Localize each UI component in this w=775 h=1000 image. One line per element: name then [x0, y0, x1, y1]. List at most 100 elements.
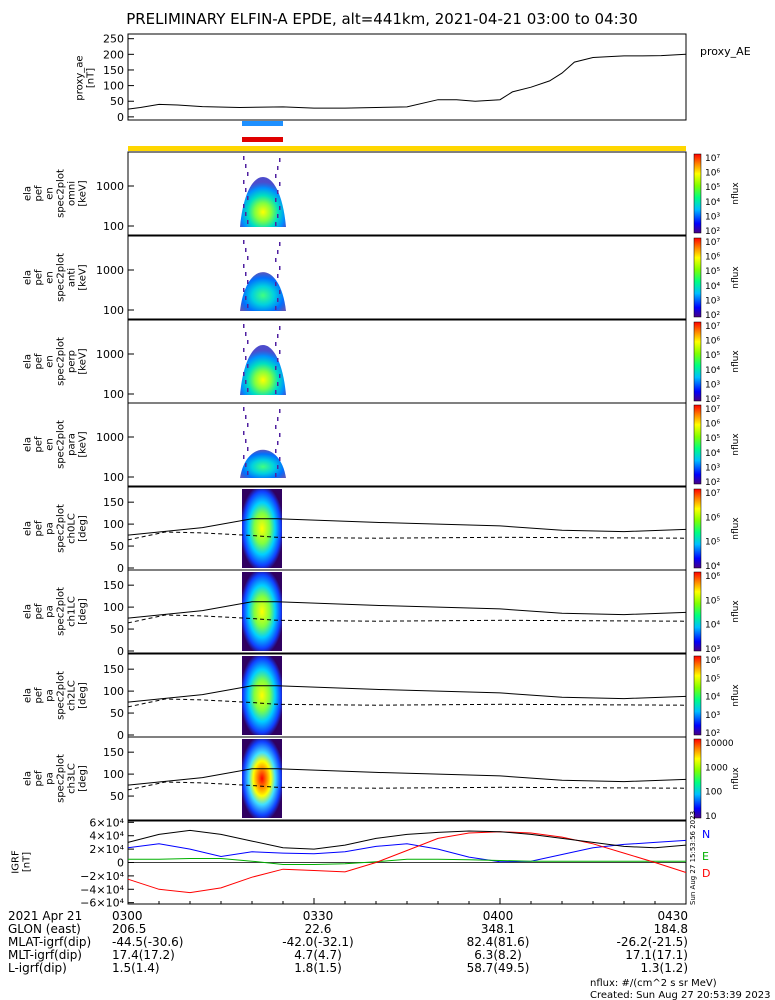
ae-series-line [127, 53, 687, 110]
panel-ylabel-word: pa [45, 522, 56, 534]
loss-cone-line [127, 685, 687, 703]
sparse-pixel [243, 288, 245, 292]
sparse-pixel [275, 425, 277, 429]
colorbar-tick-label: 10⁶ [705, 337, 720, 347]
sparse-pixel [247, 364, 249, 368]
sparse-pixel [247, 280, 249, 284]
sparse-pixel [245, 188, 247, 192]
pa-tick-label: 50 [110, 623, 124, 636]
sparse-pixel [247, 340, 249, 344]
panel-ylabel-word: pef [34, 770, 45, 787]
panel-ylabel-word: spec2plot [56, 754, 67, 803]
panel-ylabel-word: ela [23, 521, 34, 536]
sparse-pixel [247, 388, 249, 392]
igrf-series-E [128, 858, 686, 865]
sparse-pixel [243, 372, 245, 376]
panel-ylabel-word: spec2plot [56, 671, 67, 720]
axis-row-label: GLON (east) [8, 922, 81, 936]
colorbar-tick-label: 10⁵ [705, 183, 720, 193]
sparse-pixel [279, 409, 281, 413]
footer-units: nflux: #/(cm^2 s sr MeV) [590, 978, 717, 989]
ae-frame [127, 33, 687, 121]
sparse-pixel [277, 334, 279, 338]
ae-tick-label: 150 [103, 64, 124, 77]
panel-ylabel-word: pef [34, 603, 45, 620]
colorbar-tick-label: 10⁴ [705, 562, 720, 572]
sparse-pixel [277, 417, 279, 421]
yellow-coverage-bar [128, 146, 686, 151]
igrf-tick-label: −6×10⁴ [80, 897, 124, 910]
axis-cell-glon: 206.5 [112, 922, 146, 936]
energy-tick-label: 100 [103, 388, 124, 401]
sparse-pixel [243, 455, 245, 459]
panel-8: 150 100 50 ela pef pa spec2plot ch3LC [deg] 10000… [23, 736, 741, 822]
sparse-pixel [275, 282, 277, 286]
axis-cell-l: 1.8(1.5) [294, 961, 342, 975]
figure-title: PRELIMINARY ELFIN-A EPDE, alt=441km, 202… [126, 10, 638, 28]
sparse-pixel [245, 296, 247, 300]
colorbar-tick-label: 10² [705, 729, 720, 739]
colorbar-tick-label: 10⁵ [705, 351, 720, 361]
pa-blob [242, 489, 282, 568]
ae-tick-label: 50 [110, 95, 124, 108]
panel-ylabel-word: [keV] [78, 431, 89, 457]
colorbar [693, 321, 702, 402]
panel-ylabel: ela pef pa spec2plot ch2LC [deg] [23, 671, 89, 720]
axis-cell-glon: 348.1 [481, 922, 515, 936]
sparse-pixel [247, 304, 249, 308]
igrf-ylabel: IGRF [nT] [11, 850, 33, 874]
colorbar-tick-label: 10⁴ [705, 366, 720, 376]
colorbar-label: nflux [731, 266, 741, 289]
ae-tick-label: 100 [103, 80, 124, 93]
sparse-pixel [279, 457, 281, 461]
colorbar-tick-label: 10⁵ [705, 596, 720, 606]
axis-cell-time: 0400 [483, 909, 514, 923]
sparse-pixel [243, 156, 245, 160]
colorbar-tick-label: 10⁶ [705, 169, 720, 179]
panel-ylabel-word: spec2plot [56, 337, 67, 386]
panel-ylabel-word: ch1LC [67, 596, 78, 627]
colorbar-tick-label: 10⁴ [705, 693, 720, 703]
sparse-pixel [277, 250, 279, 254]
colorbar-tick-label: 10² [705, 311, 720, 321]
panel-frame [127, 569, 687, 654]
colorbar-tick-label: 10⁶ [705, 572, 720, 582]
pa-tick-label: 0 [117, 645, 124, 658]
sparse-pixel [275, 306, 277, 310]
axis-cell-l: 1.5(1.4) [112, 961, 160, 975]
sparse-pixel [245, 212, 247, 216]
sparse-pixel [247, 471, 249, 475]
axis-row-label: 2021 Apr 21 [8, 909, 82, 923]
colorbar-tick-label: 10³ [705, 463, 720, 473]
colorbar-tick-label: 10² [705, 227, 720, 237]
igrf-legend-E: E [702, 850, 709, 863]
colorbar-tick-label: 10⁷ [705, 238, 720, 248]
pa-blob [242, 739, 282, 818]
sparse-pixel [275, 222, 277, 226]
axis-cell-glon: 184.8 [654, 922, 688, 936]
ae-ylabel-word: [nT] [86, 68, 97, 88]
sparse-pixel [243, 407, 245, 411]
sparse-pixel [247, 447, 249, 451]
sparse-pixel [279, 242, 281, 246]
ae-ylabel: proxy_ae [nT] [75, 55, 97, 100]
panel-ylabel-word: [deg] [78, 515, 89, 542]
panel-ylabel-word: [keV] [78, 264, 89, 290]
axis-cell-time: 0300 [112, 909, 143, 923]
colorbar [693, 404, 702, 485]
panel-ylabel-word: [keV] [78, 348, 89, 374]
igrf-tick-label: 0 [117, 857, 124, 870]
pa-tick-label: 150 [103, 663, 124, 676]
colorbar-tick-label: 10⁵ [705, 538, 720, 548]
igrf-legend-N: N [702, 828, 710, 841]
panel-6: 150 100 50 0 ela pef pa spec2plot ch1LC [deg] 10⁶ 1… [23, 569, 741, 658]
sparse-pixel [243, 204, 245, 208]
sparse-pixel [245, 164, 247, 168]
panel-ylabel: ela pef en spec2plot anti [keV] [23, 253, 89, 302]
panel-ylabel-word: ch0LC [67, 513, 78, 544]
colorbar-tick-label: 10⁶ [705, 420, 720, 430]
sparse-pixel [275, 449, 277, 453]
panel-frame [127, 653, 687, 738]
sparse-pixel [277, 298, 279, 302]
